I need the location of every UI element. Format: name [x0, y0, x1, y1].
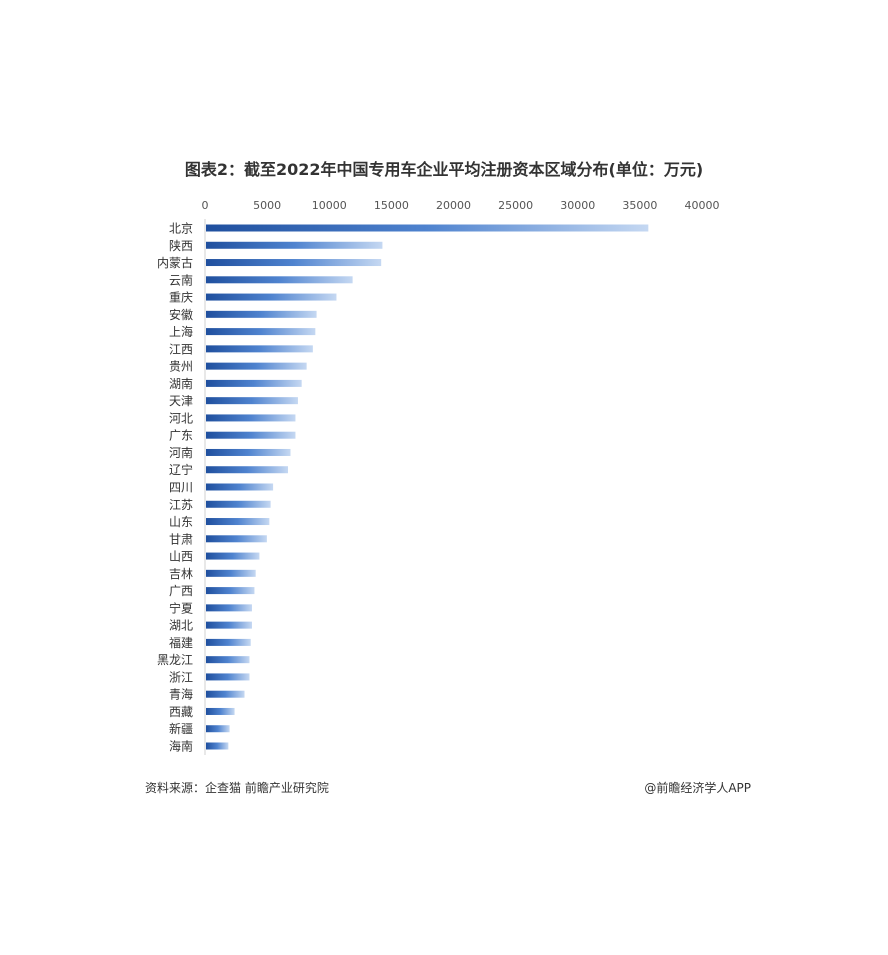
y-category-label: 新疆 — [169, 721, 193, 736]
y-category-label: 福建 — [169, 635, 193, 650]
y-category-label: 青海 — [169, 687, 193, 702]
y-category-label: 吉林 — [169, 567, 193, 581]
y-category-label: 重庆 — [169, 291, 193, 305]
bar — [206, 362, 307, 370]
y-category-label: 浙江 — [169, 670, 193, 684]
bar — [206, 431, 296, 439]
source-note: 资料来源：企查猫 前瞻产业研究院 — [145, 781, 329, 795]
y-category-label: 北京 — [169, 222, 193, 236]
y-category-label: 山西 — [169, 550, 193, 564]
bar — [206, 500, 271, 508]
y-category-label: 内蒙古 — [157, 255, 193, 270]
x-tick-label: 40000 — [685, 199, 720, 212]
y-category-label: 贵州 — [169, 360, 193, 374]
bar — [206, 379, 302, 387]
y-category-label: 四川 — [169, 481, 193, 495]
y-category-label: 广东 — [169, 429, 193, 443]
bar — [206, 656, 250, 664]
y-category-label: 广西 — [169, 584, 193, 598]
bar — [206, 638, 251, 646]
bar — [206, 518, 270, 526]
x-tick-label: 10000 — [312, 199, 347, 212]
y-category-label: 湖南 — [169, 376, 193, 391]
x-tick-label: 15000 — [374, 199, 409, 212]
bar — [206, 483, 274, 491]
y-category-label: 安徽 — [169, 307, 193, 322]
bar — [206, 466, 289, 474]
y-category-label: 江苏 — [169, 498, 193, 512]
y-category-label: 海南 — [169, 739, 193, 754]
bar — [206, 241, 383, 249]
chart-title: 图表2：截至2022年中国专用车企业平均注册资本区域分布(单位：万元) — [184, 160, 704, 179]
x-tick-label: 20000 — [436, 199, 471, 212]
y-category-label: 上海 — [169, 324, 193, 339]
y-category-label: 湖北 — [169, 618, 193, 633]
y-category-label: 宁夏 — [169, 600, 193, 615]
bar — [206, 690, 245, 698]
bar — [206, 552, 260, 560]
bar — [206, 259, 382, 267]
x-tick-label: 35000 — [622, 199, 657, 212]
bar — [206, 707, 235, 715]
x-tick-label: 30000 — [560, 199, 595, 212]
bar — [206, 725, 230, 733]
credit-note: @前瞻经济学人APP — [644, 781, 751, 795]
bar — [206, 604, 252, 612]
bar — [206, 621, 252, 629]
y-category-label: 辽宁 — [169, 462, 193, 477]
x-tick-label: 0 — [202, 199, 209, 212]
bar — [206, 414, 296, 422]
x-tick-label: 5000 — [253, 199, 281, 212]
bar — [206, 328, 316, 336]
y-category-label: 云南 — [169, 272, 193, 287]
bar — [206, 742, 229, 750]
bar — [206, 587, 255, 595]
y-category-label: 江西 — [169, 342, 193, 356]
bar — [206, 397, 298, 405]
y-category-label: 西藏 — [169, 705, 193, 719]
bar — [206, 569, 256, 577]
bar — [206, 535, 267, 543]
bar — [206, 293, 337, 301]
x-tick-label: 25000 — [498, 199, 533, 212]
bar — [206, 345, 313, 353]
bar — [206, 448, 291, 456]
y-category-label: 河北 — [169, 411, 193, 425]
bar — [206, 224, 649, 232]
bar — [206, 673, 250, 681]
y-category-label: 山东 — [169, 515, 193, 529]
y-category-label: 黑龙江 — [157, 653, 193, 667]
bar — [206, 310, 317, 318]
y-category-label: 河南 — [169, 445, 193, 460]
bar — [206, 276, 353, 284]
y-category-label: 天津 — [169, 394, 193, 408]
y-category-label: 陕西 — [169, 238, 193, 253]
y-category-label: 甘肃 — [169, 532, 193, 546]
